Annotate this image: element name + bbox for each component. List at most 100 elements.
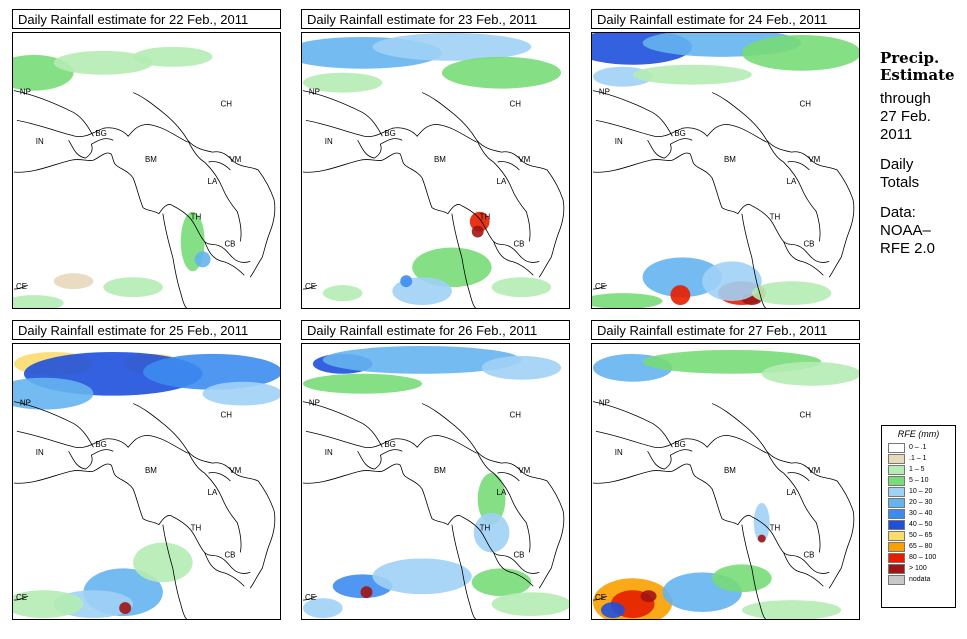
country-label-ce: CE bbox=[305, 282, 316, 291]
border-line bbox=[132, 403, 235, 474]
legend-swatch bbox=[888, 574, 905, 585]
legend-swatch bbox=[888, 519, 905, 530]
border-line bbox=[595, 430, 767, 454]
country-label-la: LA bbox=[208, 177, 218, 186]
border-line bbox=[305, 430, 477, 454]
rainfall-area bbox=[412, 247, 492, 288]
border-line bbox=[493, 241, 534, 276]
rainfall-area bbox=[13, 377, 94, 410]
legend-item: 0 – .1 bbox=[888, 442, 955, 453]
border-line bbox=[813, 161, 855, 278]
country-label-bg: BG bbox=[384, 440, 395, 449]
border-line bbox=[595, 119, 767, 143]
rainfall-map: NP CH IN BG BM VM LA TH CB CE bbox=[301, 32, 570, 309]
rainfall-area bbox=[491, 592, 569, 617]
country-label-la: LA bbox=[497, 177, 507, 186]
rainfall-area bbox=[471, 225, 484, 238]
legend-label: 80 – 100 bbox=[909, 554, 937, 561]
description-line-5: Totals bbox=[880, 174, 920, 191]
legend-item: 30 – 40 bbox=[888, 508, 955, 519]
border-line bbox=[647, 449, 693, 470]
legend-label: .1 – 1 bbox=[909, 455, 927, 462]
legend-item: 10 – 20 bbox=[888, 486, 955, 497]
country-label-np: NP bbox=[309, 88, 320, 97]
description-line-4: Daily bbox=[880, 156, 914, 173]
legend-label: 1 – 5 bbox=[909, 466, 925, 473]
border-line bbox=[647, 138, 693, 159]
country-label-in: IN bbox=[325, 137, 333, 146]
rainfall-area bbox=[360, 586, 373, 599]
border-line bbox=[234, 161, 276, 278]
border-line bbox=[13, 401, 94, 448]
border-line bbox=[13, 284, 29, 290]
legend-item: 65 – 80 bbox=[888, 541, 955, 552]
country-label-la: LA bbox=[208, 488, 218, 497]
border-line bbox=[696, 165, 753, 215]
rainfall-area bbox=[702, 261, 762, 302]
border-line bbox=[68, 449, 114, 470]
border-line bbox=[592, 90, 673, 137]
border-line bbox=[523, 161, 565, 278]
panel-title: Daily Rainfall estimate for 26 Feb., 201… bbox=[301, 320, 570, 340]
border-line bbox=[592, 284, 608, 290]
border-line bbox=[813, 472, 855, 589]
legend-swatch bbox=[888, 541, 905, 552]
border-line bbox=[234, 472, 276, 589]
description-line-6: Data: bbox=[880, 204, 916, 221]
legend-swatch bbox=[888, 475, 905, 486]
legend-item: 5 – 10 bbox=[888, 475, 955, 486]
rainfall-area bbox=[119, 602, 132, 615]
country-label-ce: CE bbox=[16, 593, 27, 602]
border-line bbox=[451, 213, 476, 308]
border-line bbox=[162, 524, 187, 619]
border-line bbox=[751, 516, 830, 574]
rainfall-area bbox=[741, 34, 859, 71]
border-line bbox=[461, 205, 540, 263]
description-heading-1: Precip. bbox=[880, 49, 940, 67]
country-label-bm: BM bbox=[145, 466, 157, 475]
description-line-7: NOAA– bbox=[880, 222, 931, 239]
country-label-np: NP bbox=[599, 88, 610, 97]
rainfall-area bbox=[302, 598, 343, 619]
border-line bbox=[751, 205, 830, 263]
border-line bbox=[421, 403, 524, 474]
border-line bbox=[783, 552, 824, 587]
rainfall-area bbox=[642, 257, 723, 298]
map-description: Precip. Estimate through 27 Feb. 2011 Da… bbox=[880, 50, 965, 258]
country-label-th: TH bbox=[191, 213, 202, 222]
border-line bbox=[592, 152, 697, 173]
country-label-ce: CE bbox=[595, 282, 606, 291]
rainfall-area bbox=[372, 33, 532, 61]
panel-title: Daily Rainfall estimate for 27 Feb., 201… bbox=[591, 320, 860, 340]
border-line bbox=[592, 463, 697, 484]
rainfall-area bbox=[322, 285, 363, 302]
country-label-ce: CE bbox=[595, 593, 606, 602]
country-label-np: NP bbox=[599, 399, 610, 408]
border-line bbox=[783, 241, 824, 276]
border-line bbox=[13, 152, 118, 173]
country-label-np: NP bbox=[20, 88, 31, 97]
rainfall-area bbox=[757, 534, 766, 543]
panel-title: Daily Rainfall estimate for 23 Feb., 201… bbox=[301, 9, 570, 29]
rainfall-map: NP CH IN BG BM VM LA TH CB CE bbox=[12, 343, 281, 620]
border-line bbox=[741, 524, 766, 619]
legend-item: 20 – 30 bbox=[888, 497, 955, 508]
legend-label: 50 – 65 bbox=[909, 532, 933, 539]
country-label-cb: CB bbox=[513, 239, 524, 248]
legend-item: 40 – 50 bbox=[888, 519, 955, 530]
rainfall-area bbox=[202, 381, 280, 406]
rainfall-area bbox=[133, 542, 193, 583]
rainfall-area bbox=[53, 273, 94, 290]
country-label-vm: VM bbox=[229, 155, 241, 164]
country-label-th: TH bbox=[480, 213, 491, 222]
country-label-np: NP bbox=[20, 399, 31, 408]
country-label-bg: BG bbox=[95, 129, 106, 138]
rainfall-area bbox=[302, 72, 383, 93]
border-line bbox=[787, 161, 810, 171]
legend-item: 1 – 5 bbox=[888, 464, 955, 475]
border-line bbox=[476, 451, 531, 553]
rainfall-area bbox=[491, 277, 552, 298]
country-label-ch: CH bbox=[799, 99, 811, 108]
description-line-1: through bbox=[880, 90, 931, 107]
rainfall-area bbox=[600, 602, 625, 619]
